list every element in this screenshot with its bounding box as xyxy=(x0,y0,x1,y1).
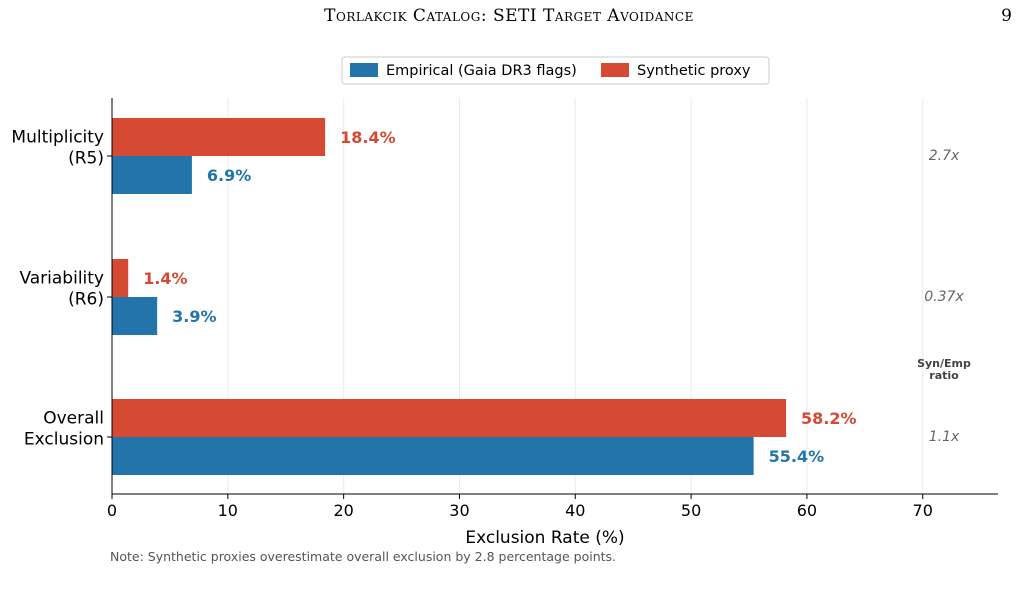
y-tick-label: (R5) xyxy=(68,149,104,169)
y-tick-label: Exclusion xyxy=(24,430,104,450)
data-label-synthetic: 1.4% xyxy=(143,269,187,288)
x-tick-label: 40 xyxy=(565,501,585,520)
data-label-empirical: 3.9% xyxy=(172,307,216,326)
x-tick-label: 70 xyxy=(913,501,933,520)
bar-synthetic xyxy=(112,259,129,297)
x-tick-label: 0 xyxy=(107,501,117,520)
x-tick-label: 20 xyxy=(333,501,353,520)
data-label-synthetic: 18.4% xyxy=(340,128,396,147)
y-tick-label: Overall xyxy=(43,409,104,429)
legend-swatch-empirical xyxy=(350,63,378,77)
legend-box xyxy=(341,56,770,85)
legend-label-synthetic: Synthetic proxy xyxy=(637,63,751,79)
ratio-label: 1.1x xyxy=(929,429,960,445)
data-label-empirical: 6.9% xyxy=(207,166,251,185)
y-tick-label: Multiplicity xyxy=(11,128,104,148)
running-title: Torlakcik Catalog: SETI Target Avoidance xyxy=(324,6,694,26)
x-axis-title: Exclusion Rate (%) xyxy=(465,528,624,548)
page-header: Torlakcik Catalog: SETI Target Avoidance… xyxy=(0,6,1018,36)
x-tick-label: 60 xyxy=(797,501,817,520)
page-number: 9 xyxy=(1001,6,1012,26)
bar-synthetic xyxy=(112,399,787,437)
y-tick-label: (R6) xyxy=(68,290,104,310)
data-label-synthetic: 58.2% xyxy=(801,409,857,428)
x-tick-label: 50 xyxy=(681,501,701,520)
y-tick-label: Variability xyxy=(19,269,104,289)
bar-empirical xyxy=(112,156,192,194)
bar-synthetic xyxy=(112,118,326,156)
ratio-header: ratio xyxy=(929,369,959,382)
ratio-label: 0.37x xyxy=(924,289,964,305)
data-label-empirical: 55.4% xyxy=(769,447,825,466)
bar-empirical xyxy=(112,437,754,475)
x-tick-label: 30 xyxy=(449,501,469,520)
x-tick-label: 10 xyxy=(218,501,238,520)
legend-label-empirical: Empirical (Gaia DR3 flags) xyxy=(386,63,577,79)
ratio-header: Syn/Emp xyxy=(917,357,971,370)
legend-swatch-synthetic xyxy=(601,63,629,77)
ratio-label: 2.7x xyxy=(929,148,960,164)
chart-note: Note: Synthetic proxies overestimate ove… xyxy=(110,549,617,564)
bar-empirical xyxy=(112,297,158,335)
